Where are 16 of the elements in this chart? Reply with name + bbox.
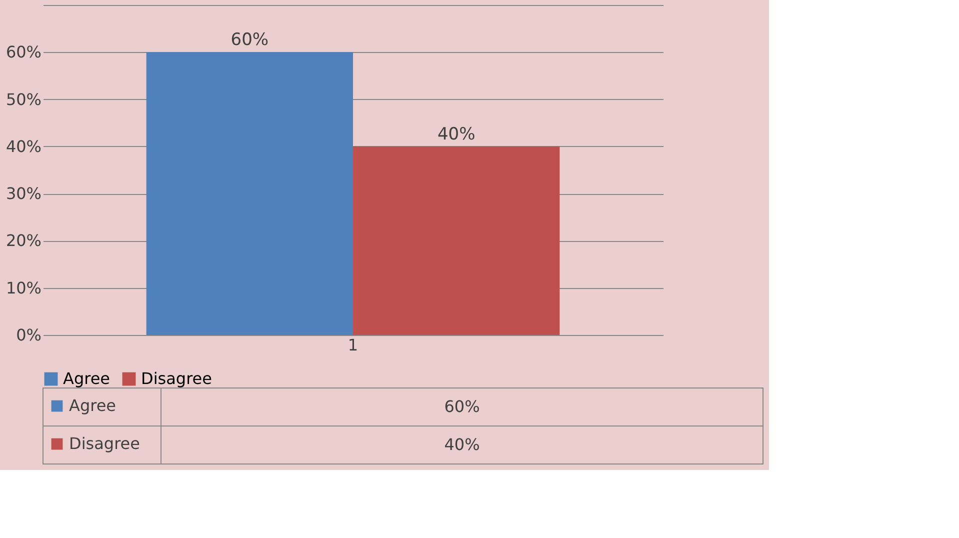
- y-tick-label: 50%: [6, 90, 42, 109]
- y-tick-label: 0%: [16, 326, 42, 344]
- y-tick-label: 20%: [6, 231, 42, 250]
- text: 60%: [444, 397, 480, 416]
- text: Disagree: [69, 434, 140, 453]
- text: 40%: [444, 435, 480, 454]
- y-tick-label: 40%: [6, 136, 42, 156]
- data-label: 60%: [230, 30, 269, 50]
- legend-label: Agree: [63, 369, 110, 388]
- y-tick-label: 60%: [6, 42, 42, 62]
- y-tick-label: 10%: [6, 278, 42, 298]
- legend-label: Disagree: [141, 369, 212, 388]
- x-tick-label: 1: [348, 336, 358, 354]
- text: Agree: [69, 396, 116, 415]
- data-label: 40%: [437, 124, 476, 144]
- y-tick-label: 30%: [6, 184, 42, 204]
